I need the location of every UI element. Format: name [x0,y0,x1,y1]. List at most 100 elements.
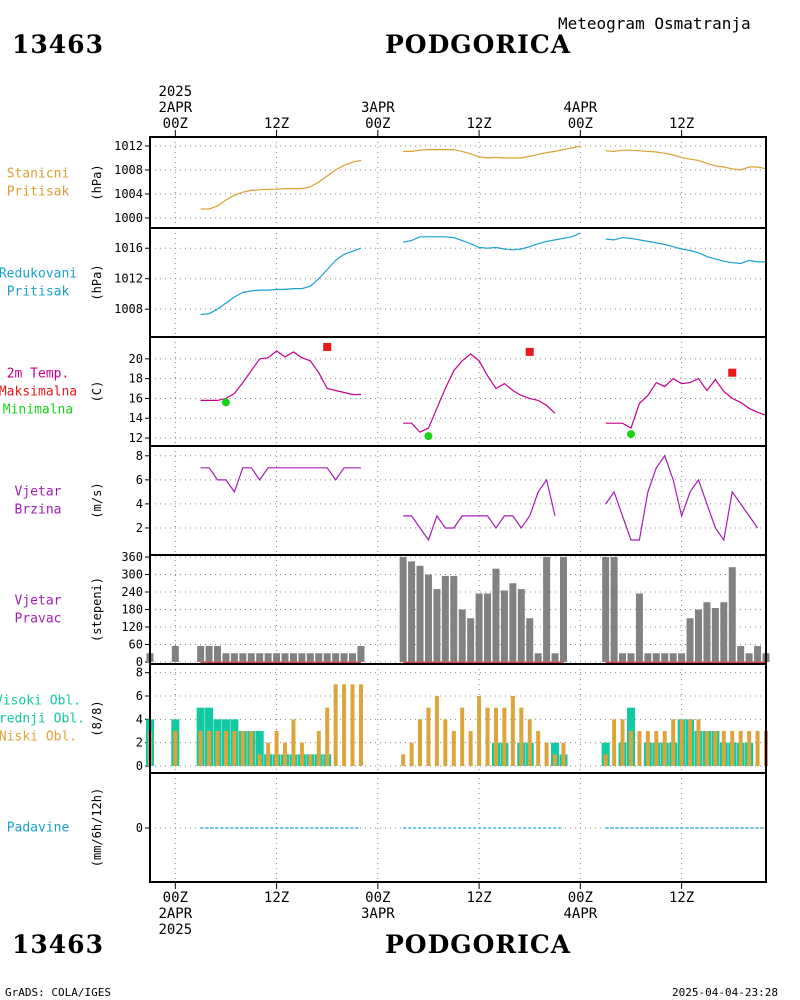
direction-bar [247,653,255,662]
direction-bar [399,557,407,662]
low-cloud-bar [223,731,228,766]
max-temp-marker [323,342,332,351]
low-cloud-bar [561,742,566,766]
direction-bar [754,645,762,662]
low-cloud-bar [207,731,212,766]
panel-temperatura [145,336,767,447]
y-axis-unit: (C) [90,381,104,403]
x-tick-label-top: 00Z [365,116,390,132]
low-cloud-bar [451,731,456,766]
max-temp-marker [728,368,737,377]
direction-bar [669,653,677,662]
panel-label: Stanicni [7,167,70,182]
direction-bar [745,653,753,662]
low-cloud-bar [358,684,363,766]
low-cloud-bar [342,684,347,766]
x-tick-label-top: 12Z [264,116,289,132]
direction-bar [349,653,357,662]
low-cloud-bar [266,742,271,766]
direction-bar [357,645,365,662]
direction-bar [737,645,745,662]
low-cloud-bar [283,742,288,766]
direction-bar [298,653,306,662]
min-temp-marker [424,432,433,441]
direction-bar [315,653,323,662]
min-temp-marker [626,430,635,439]
station-id-top: 13463 [12,30,104,59]
low-cloud-bar [738,731,743,766]
direction-bar [661,653,669,662]
direction-bar [408,561,416,662]
y-tick-label: 20 [129,352,143,366]
direction-bar [534,653,542,662]
low-cloud-bar [316,731,321,766]
low-cloud-bar [696,719,701,766]
low-cloud-bar [612,719,617,766]
low-cloud-bar [418,719,423,766]
low-cloud-bar [308,754,313,766]
year-label-bottom: 2025 [158,922,192,938]
direction-bar [171,645,179,662]
panel-label: Brzina [15,503,62,518]
chart-title: Meteogram Osmatranja [558,14,751,33]
low-cloud-bar [232,731,237,766]
direction-bar [728,567,736,662]
y-axis-unit: (hPa) [90,264,104,300]
direction-bar [500,590,508,662]
y-tick-label: 2 [136,736,143,750]
x-tick-label-bottom: 12Z [264,890,289,906]
y-tick-label: 0 [136,655,143,669]
direction-bar [222,653,230,662]
direction-bar [197,645,205,662]
low-cloud-bar [257,754,262,766]
direction-bar [306,653,314,662]
x-tick-label-top: 00Z [568,116,593,132]
footer-timestamp: 2025-04-04-23:28 [672,986,778,999]
low-cloud-bar [553,754,558,766]
low-cloud-bar [628,731,633,766]
low-cloud-bar [721,731,726,766]
low-cloud-bar [536,731,541,766]
direction-bar [551,653,559,662]
direction-bar [711,608,719,662]
panel-frame [149,772,767,883]
y-tick-label: 16 [129,391,143,405]
y-tick-label: 180 [121,603,143,617]
series-line [605,236,766,265]
direction-bar [720,602,728,662]
y-axis-unit: (m/s) [90,482,104,518]
panel-label: Padavine [7,821,70,836]
direction-bar [635,593,643,662]
y-tick-label: 60 [129,638,143,652]
y-axis-unit: (mm/6h/12h) [90,788,104,867]
low-cloud-bar [713,731,718,766]
series-line [605,377,767,429]
low-cloud-bar [730,731,735,766]
x-tick-label-bottom: 00Z [365,890,390,906]
date-label-bottom: 4APR [563,906,597,922]
low-cloud-bar [198,731,203,766]
series-line [605,454,759,542]
direction-bar [340,653,348,662]
panel-label: Vjetar [15,485,62,500]
y-tick-label: 240 [121,585,143,599]
low-cloud-bar [544,742,549,766]
low-cloud-bar [333,684,338,766]
year-label-top: 2025 [158,84,192,100]
series-line [403,232,581,251]
panel-frame [149,227,767,338]
direction-bar [273,653,281,662]
direction-bar [644,653,652,662]
series-line [200,247,362,316]
low-cloud-bar [299,742,304,766]
direction-bar [559,557,567,662]
low-cloud-bar [620,719,625,766]
panel-label: Redukovani [0,267,77,282]
panel-vjetar_pravac [145,554,770,665]
low-cloud-bar [645,731,650,766]
y-axis-unit: (hPa) [90,164,104,200]
direction-bar [517,589,525,662]
date-label-bottom: 2APR [158,906,192,922]
direction-bar [239,653,247,662]
